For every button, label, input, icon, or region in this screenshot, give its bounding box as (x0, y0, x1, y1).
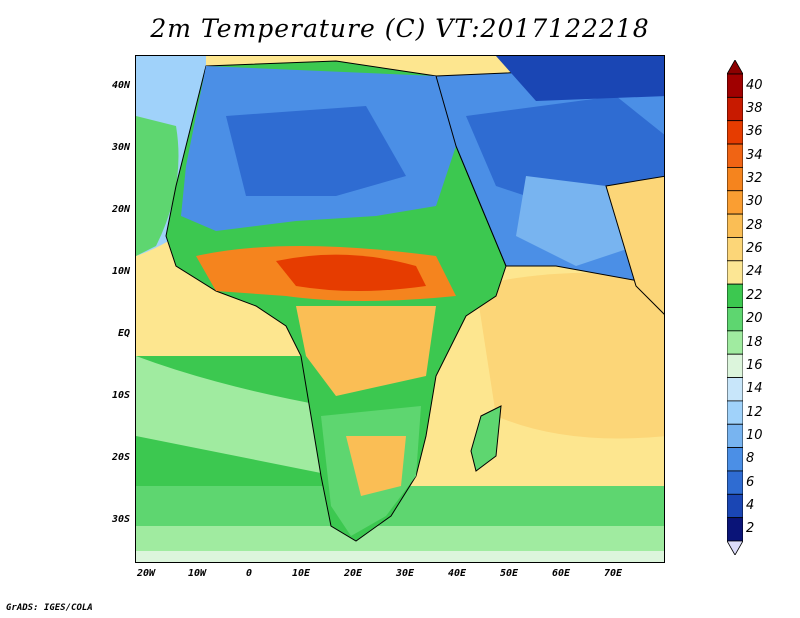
colorbar-swatch (727, 330, 743, 355)
colorbar-swatch (727, 493, 743, 519)
india-landmass (605, 175, 664, 315)
chart-title: 2m Temperature (C) VT:2017122218 (150, 14, 650, 43)
colorbar-label: 34 (746, 147, 763, 163)
colorbar-swatch (727, 143, 743, 168)
lon-label-40e: 40E (447, 568, 467, 579)
lon-label-10w: 10W (187, 568, 207, 579)
colorbar-swatch (727, 353, 743, 378)
colorbar-label: 6 (746, 474, 755, 490)
lat-label-30s: 30S (111, 514, 130, 525)
sahara-cold-core (226, 106, 406, 196)
colorbar-label: 36 (746, 124, 763, 140)
colorbar-swatch (727, 307, 743, 332)
colorbar-swatch (727, 400, 743, 425)
colorbar-swatch (727, 120, 743, 145)
colorbar-label: 14 (746, 381, 763, 397)
lon-label-10e: 10E (291, 568, 311, 579)
central-africa-warm (296, 306, 436, 396)
colorbar-swatch (727, 237, 743, 262)
colorbar-label: 28 (746, 217, 763, 233)
colorbar-label: 32 (746, 171, 763, 187)
lon-label-60e: 60E (551, 568, 571, 579)
lon-label-70e: 70E (603, 568, 623, 579)
colorbar-label: 38 (746, 101, 763, 117)
sahel-hottest (276, 254, 426, 291)
colorbar-over-triangle (727, 60, 743, 75)
colorbar-label: 4 (746, 497, 755, 513)
map-canvas (136, 56, 664, 562)
lat-label-20s: 20S (111, 452, 130, 463)
colorbar-swatch (727, 213, 743, 238)
southern-ocean-coldest-band (136, 551, 664, 562)
lon-label-0: 0 (245, 568, 253, 579)
europe-cold (496, 56, 664, 101)
lon-label-20w: 20W (136, 568, 156, 579)
colorbar-label: 8 (746, 451, 755, 467)
colorbar-label: 16 (746, 357, 763, 373)
kalahari-warm (346, 436, 406, 496)
south-atlantic-cold-tongue (136, 356, 336, 476)
colorbar-label: 24 (746, 264, 763, 280)
north-atlantic-green (136, 116, 179, 256)
colorbar-label: 20 (746, 311, 763, 327)
colorbar-label: 26 (746, 241, 763, 257)
lon-label-20e: 20E (343, 568, 363, 579)
colorbar-swatch (727, 96, 743, 122)
colorbar-swatch (727, 190, 743, 215)
lat-label-10s: 10S (111, 390, 130, 401)
grads-credit: GrADS: IGES/COLA (6, 603, 93, 613)
colorbar-swatch (727, 423, 743, 449)
colorbar-swatch (727, 517, 743, 542)
colorbar-label: 2 (746, 521, 755, 537)
lat-label-eq: EQ (117, 328, 130, 339)
lat-label-30n: 30N (111, 142, 130, 153)
lon-label-50e: 50E (499, 568, 519, 579)
madagascar (470, 405, 502, 472)
temperature-map[interactable] (135, 55, 665, 563)
colorbar-swatch (727, 73, 743, 98)
colorbar-swatch (727, 377, 743, 402)
colorbar-swatch (727, 470, 743, 495)
colorbar-swatch (727, 447, 743, 472)
lat-label-10n: 10N (111, 266, 130, 277)
colorbar-under-triangle (727, 540, 743, 555)
colorbar (727, 60, 743, 555)
lat-label-20n: 20N (111, 204, 130, 215)
colorbar-label: 30 (746, 194, 763, 210)
colorbar-label: 40 (746, 77, 763, 93)
colorbar-swatch (727, 167, 743, 192)
colorbar-label: 18 (746, 334, 763, 350)
middle-east-cold (466, 96, 664, 206)
colorbar-label: 22 (746, 287, 763, 303)
colorbar-swatch (727, 260, 743, 285)
colorbar-swatch (727, 283, 743, 308)
lat-label-40n: 40N (111, 80, 130, 91)
colorbar-label: 10 (746, 427, 763, 443)
indian-ocean-warm (476, 272, 664, 439)
arabian-peninsula-cool (516, 176, 636, 266)
lon-label-30e: 30E (395, 568, 415, 579)
colorbar-label: 12 (746, 404, 763, 420)
